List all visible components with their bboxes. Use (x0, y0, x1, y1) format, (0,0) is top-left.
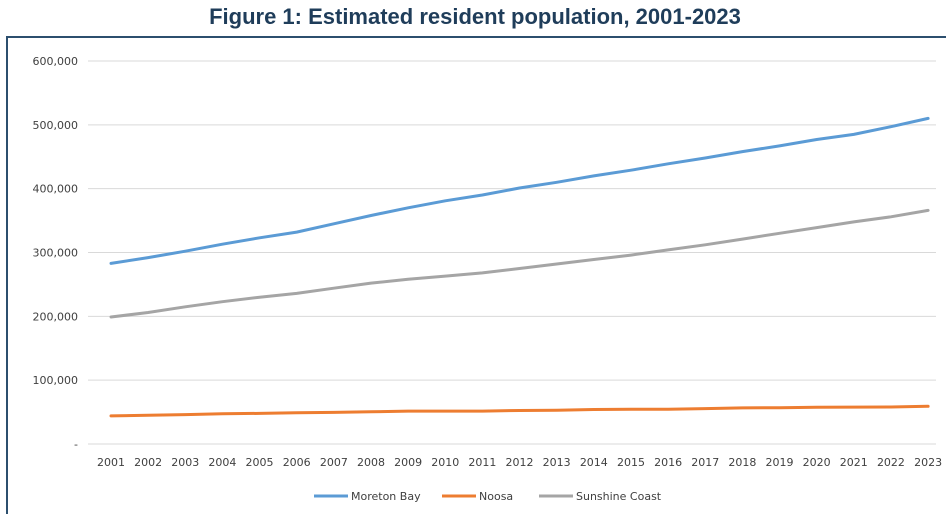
x-tick-label: 2002 (134, 456, 162, 469)
x-tick-label: 2021 (840, 456, 868, 469)
y-tick-label: - (74, 438, 78, 451)
x-tick-label: 2013 (543, 456, 571, 469)
legend-item: Noosa (442, 490, 513, 503)
x-tick-label: 2008 (357, 456, 385, 469)
x-tick-label: 2023 (914, 456, 942, 469)
x-tick-label: 2019 (766, 456, 794, 469)
legend-item: Sunshine Coast (539, 490, 662, 503)
x-tick-label: 2005 (246, 456, 274, 469)
x-tick-label: 2018 (728, 456, 756, 469)
x-tick-label: 2012 (506, 456, 534, 469)
x-tick-label: 2003 (171, 456, 199, 469)
legend-label: Noosa (479, 490, 513, 503)
x-tick-label: 2009 (394, 456, 422, 469)
x-tick-label: 2010 (431, 456, 459, 469)
series-line-moreton-bay (109, 116, 930, 265)
x-tick-label: 2017 (691, 456, 719, 469)
x-tick-label: 2020 (803, 456, 831, 469)
y-tick-label: 600,000 (33, 55, 79, 68)
legend-item: Moreton Bay (314, 490, 421, 503)
x-tick-label: 2014 (580, 456, 608, 469)
y-axis-tick-labels: - 100,000 200,000 300,000 400,000 500,000 600,… (33, 55, 79, 451)
series-line-sunshine-coast (109, 208, 930, 319)
x-tick-label: 2015 (617, 456, 645, 469)
x-axis-tick-labels: 2001 2002 2003 2004 2005 2006 2007 2008 2009 2010… (97, 456, 942, 469)
legend-label: Moreton Bay (351, 490, 421, 503)
y-tick-label: 100,000 (33, 374, 79, 387)
x-tick-label: 2011 (468, 456, 496, 469)
legend: Moreton Bay Noosa Sunshine Coast (314, 490, 662, 503)
gridlines (88, 60, 936, 445)
x-tick-label: 2007 (320, 456, 348, 469)
series-line-noosa (109, 404, 930, 418)
y-tick-label: 300,000 (33, 247, 79, 260)
y-tick-label: 500,000 (33, 119, 79, 132)
chart-frame (6, 36, 946, 514)
x-tick-label: 2016 (654, 456, 682, 469)
x-tick-label: 2022 (877, 456, 905, 469)
x-tick-label: 2001 (97, 456, 125, 469)
series-lines (109, 116, 930, 418)
x-tick-label: 2006 (283, 456, 311, 469)
y-tick-label: 400,000 (33, 183, 79, 196)
chart-title: Figure 1: Estimated resident population,… (209, 4, 741, 29)
legend-label: Sunshine Coast (576, 490, 662, 503)
x-tick-label: 2004 (208, 456, 236, 469)
y-tick-label: 200,000 (33, 310, 79, 323)
